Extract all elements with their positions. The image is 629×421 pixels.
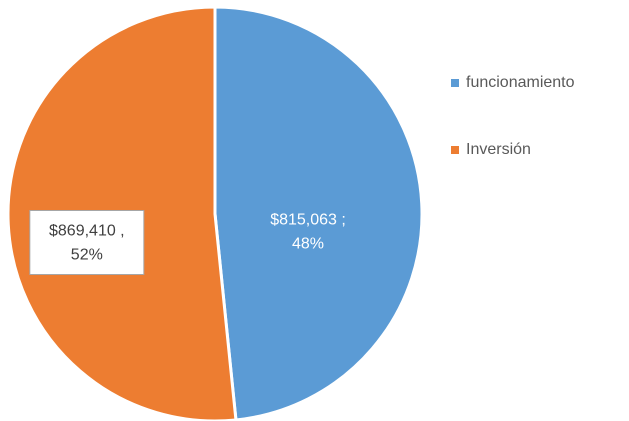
- legend-swatch: [451, 146, 459, 154]
- legend-swatch: [451, 79, 459, 87]
- pie-slice: [213, 5, 424, 421]
- data-label: 48%: [292, 235, 324, 252]
- legend-label: funcionamiento: [466, 74, 575, 91]
- legend-label: Inversión: [466, 141, 531, 158]
- data-label: $869,410 ,: [49, 223, 125, 240]
- data-label: 52%: [71, 247, 103, 264]
- data-label: $815,063 ;: [270, 211, 346, 228]
- data-label-box: [29, 210, 145, 276]
